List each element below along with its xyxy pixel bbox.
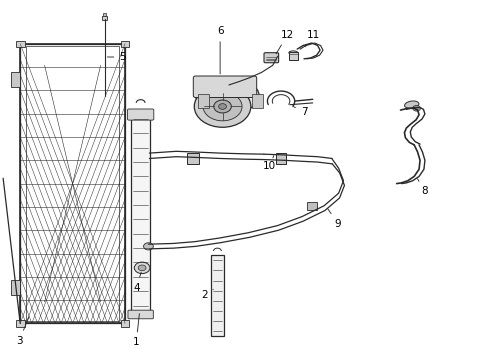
Text: 12: 12 (276, 30, 293, 54)
Bar (187, 153, 199, 164)
Circle shape (194, 86, 250, 127)
Text: 9: 9 (327, 209, 341, 229)
Circle shape (138, 265, 146, 271)
Bar (211, 255, 223, 336)
Text: 1: 1 (133, 314, 139, 347)
Text: 7: 7 (293, 107, 306, 117)
Text: 6: 6 (216, 26, 223, 74)
Bar (102, 16, 107, 21)
FancyBboxPatch shape (264, 53, 278, 63)
FancyBboxPatch shape (127, 109, 154, 120)
Circle shape (218, 104, 226, 109)
Bar (121, 320, 129, 327)
Text: 8: 8 (417, 179, 427, 197)
Circle shape (213, 100, 231, 113)
Ellipse shape (288, 51, 297, 54)
Text: 10: 10 (263, 156, 276, 171)
Bar (16, 320, 24, 327)
Bar (131, 112, 150, 313)
FancyBboxPatch shape (20, 44, 125, 323)
FancyBboxPatch shape (128, 310, 153, 319)
Bar (288, 52, 297, 60)
Bar (121, 41, 129, 47)
Ellipse shape (404, 101, 418, 108)
Bar (11, 280, 20, 295)
Ellipse shape (195, 78, 259, 114)
Circle shape (134, 262, 150, 274)
Bar (251, 94, 262, 108)
Bar (26, 46, 119, 321)
Circle shape (203, 92, 242, 121)
Text: 2: 2 (201, 289, 213, 300)
Bar (198, 94, 208, 108)
Circle shape (143, 243, 153, 250)
Circle shape (412, 105, 420, 111)
Bar (11, 72, 20, 87)
Bar (276, 153, 285, 163)
FancyBboxPatch shape (193, 76, 256, 98)
Text: 11: 11 (305, 30, 320, 46)
Text: 4: 4 (133, 272, 141, 293)
Bar (306, 202, 316, 210)
Text: 5: 5 (107, 52, 125, 62)
Bar (103, 13, 106, 16)
Text: 3: 3 (16, 317, 29, 346)
Bar (16, 41, 24, 47)
Bar (20, 44, 125, 323)
